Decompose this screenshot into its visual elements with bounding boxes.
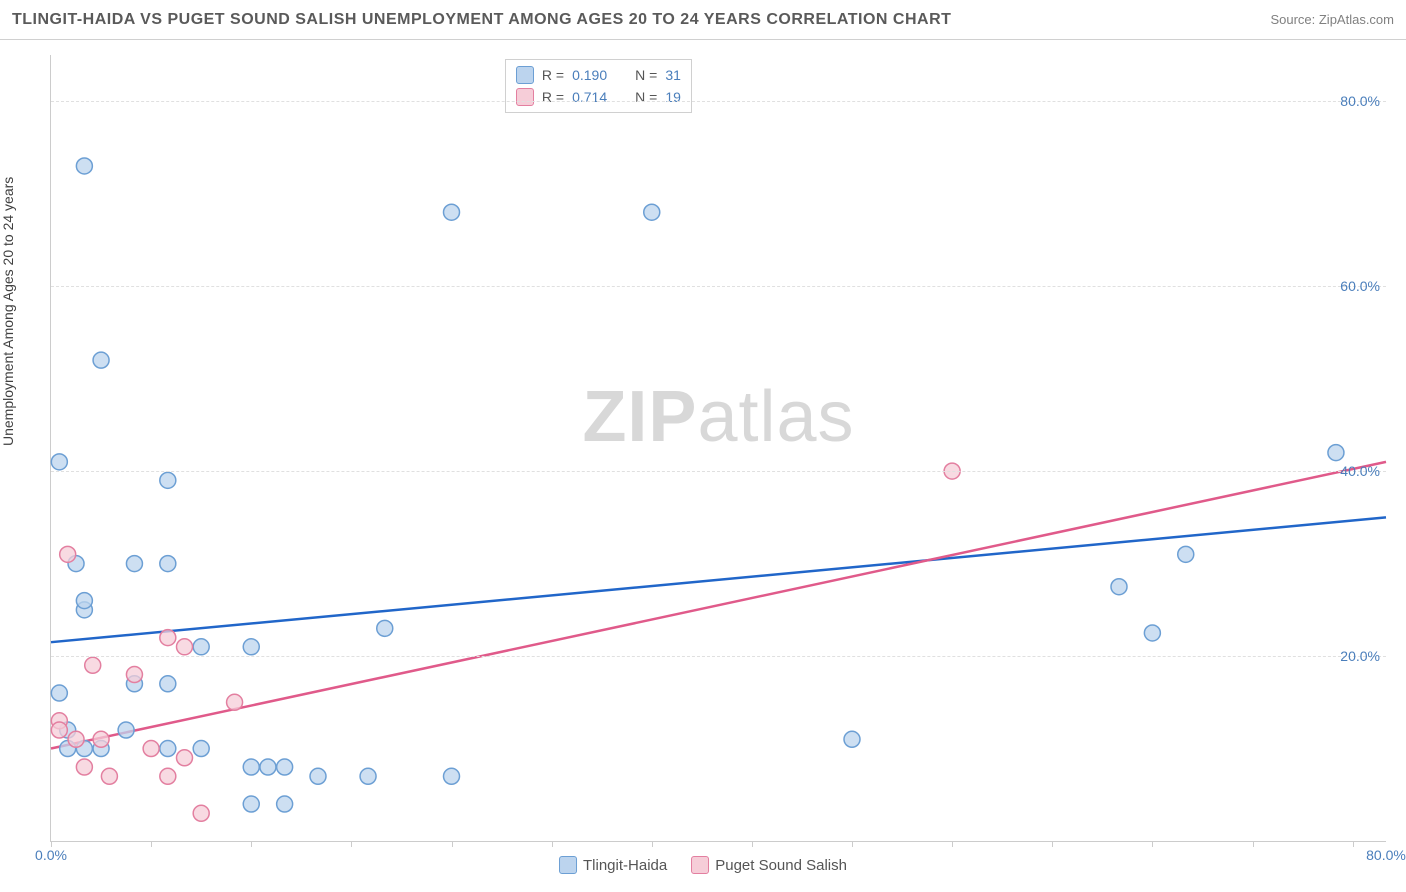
gridline-h: [51, 656, 1386, 657]
data-point: [844, 731, 860, 747]
data-point: [1111, 579, 1127, 595]
data-point: [85, 657, 101, 673]
y-tick-label: 40.0%: [1340, 463, 1380, 479]
x-tick-mark: [251, 841, 252, 847]
y-tick-label: 60.0%: [1340, 278, 1380, 294]
x-tick-mark: [552, 841, 553, 847]
x-tick-mark: [1353, 841, 1354, 847]
data-point: [310, 768, 326, 784]
legend-bottom-label-1: Tlingit-Haida: [583, 857, 667, 874]
trend-line: [51, 517, 1386, 642]
data-point: [93, 352, 109, 368]
data-point: [377, 620, 393, 636]
gridline-h: [51, 101, 1386, 102]
data-point: [444, 204, 460, 220]
data-point: [160, 472, 176, 488]
x-tick-mark: [1253, 841, 1254, 847]
legend-bottom-label-2: Puget Sound Salish: [715, 857, 847, 874]
source-prefix: Source:: [1270, 12, 1318, 27]
swatch-bottom-2: [691, 856, 709, 874]
x-tick-mark: [351, 841, 352, 847]
data-point: [243, 639, 259, 655]
legend-bottom: Tlingit-Haida Puget Sound Salish: [559, 856, 847, 874]
data-point: [193, 805, 209, 821]
x-tick-mark: [452, 841, 453, 847]
data-point: [177, 750, 193, 766]
data-point: [243, 759, 259, 775]
data-point: [444, 768, 460, 784]
data-point: [118, 722, 134, 738]
data-point: [68, 731, 84, 747]
plot-area: ZIPatlas R = 0.190 N = 31 R = 0.714 N = …: [50, 55, 1386, 842]
swatch-bottom-1: [559, 856, 577, 874]
data-point: [193, 741, 209, 757]
legend-bottom-item-1: Tlingit-Haida: [559, 856, 667, 874]
x-tick-mark: [1152, 841, 1153, 847]
x-tick-mark: [752, 841, 753, 847]
data-point: [76, 158, 92, 174]
y-tick-label: 80.0%: [1340, 93, 1380, 109]
data-point: [277, 759, 293, 775]
data-point: [126, 556, 142, 572]
data-point: [101, 768, 117, 784]
x-tick-mark: [1052, 841, 1053, 847]
data-point: [177, 639, 193, 655]
data-point: [277, 796, 293, 812]
data-point: [1328, 445, 1344, 461]
y-tick-label: 20.0%: [1340, 648, 1380, 664]
data-point: [160, 556, 176, 572]
data-point: [60, 546, 76, 562]
data-point: [160, 741, 176, 757]
x-tick-mark: [652, 841, 653, 847]
data-point: [51, 454, 67, 470]
data-point: [51, 685, 67, 701]
data-point: [126, 667, 142, 683]
title-bar: TLINGIT-HAIDA VS PUGET SOUND SALISH UNEM…: [0, 0, 1406, 40]
x-tick-mark: [852, 841, 853, 847]
gridline-h: [51, 471, 1386, 472]
legend-bottom-item-2: Puget Sound Salish: [691, 856, 847, 874]
data-point: [76, 759, 92, 775]
data-point: [243, 796, 259, 812]
chart-container: TLINGIT-HAIDA VS PUGET SOUND SALISH UNEM…: [0, 0, 1406, 892]
y-axis-label: Unemployment Among Ages 20 to 24 years: [0, 177, 16, 446]
data-point: [193, 639, 209, 655]
x-tick-label: 0.0%: [35, 847, 67, 863]
data-point: [644, 204, 660, 220]
x-tick-mark: [151, 841, 152, 847]
data-point: [160, 630, 176, 646]
data-point: [227, 694, 243, 710]
gridline-h: [51, 286, 1386, 287]
data-point: [160, 676, 176, 692]
chart-title: TLINGIT-HAIDA VS PUGET SOUND SALISH UNEM…: [12, 11, 951, 29]
x-tick-mark: [952, 841, 953, 847]
source-value: ZipAtlas.com: [1319, 12, 1394, 27]
data-point: [1178, 546, 1194, 562]
x-tick-label: 80.0%: [1366, 847, 1406, 863]
data-point: [143, 741, 159, 757]
data-point: [51, 722, 67, 738]
plot-svg: [51, 55, 1386, 841]
data-point: [360, 768, 376, 784]
data-point: [93, 731, 109, 747]
data-point: [160, 768, 176, 784]
trend-line: [51, 462, 1386, 749]
data-point: [1144, 625, 1160, 641]
data-point: [260, 759, 276, 775]
source-label: Source: ZipAtlas.com: [1270, 12, 1394, 27]
data-point: [76, 593, 92, 609]
